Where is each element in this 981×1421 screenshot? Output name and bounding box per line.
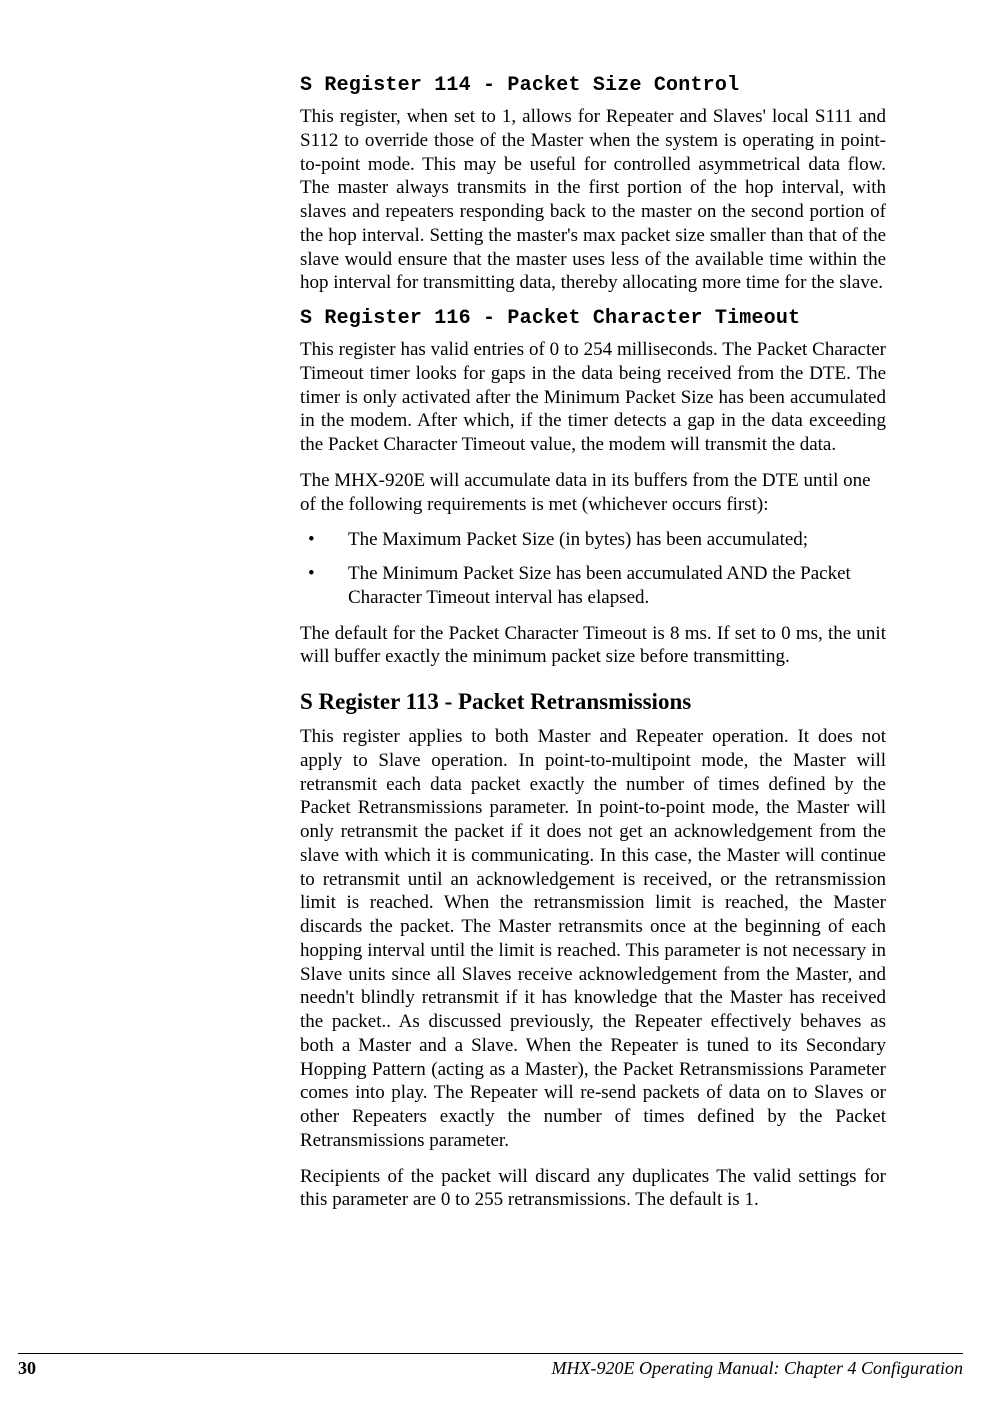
- bullet-list: The Maximum Packet Size (in bytes) has b…: [300, 528, 886, 609]
- heading-s116: S Register 116 - Packet Character Timeou…: [300, 307, 886, 330]
- heading-s113: S Register 113 - Packet Retransmissions: [300, 689, 886, 715]
- heading-s114: S Register 114 - Packet Size Control: [300, 74, 886, 97]
- paragraph-s116-a: This register has valid entries of 0 to …: [300, 338, 886, 457]
- paragraph-s114: This register, when set to 1, allows for…: [300, 105, 886, 295]
- page-number: 30: [18, 1358, 36, 1379]
- bullet-item: The Maximum Packet Size (in bytes) has b…: [300, 528, 886, 552]
- paragraph-s113-a: This register applies to both Master and…: [300, 725, 886, 1153]
- page-footer: 30 MHX-920E Operating Manual: Chapter 4 …: [18, 1353, 963, 1379]
- footer-title: MHX-920E Operating Manual: Chapter 4 Con…: [552, 1358, 963, 1379]
- paragraph-s116-b: The MHX-920E will accumulate data in its…: [300, 469, 886, 517]
- bullet-item: The Minimum Packet Size has been accumul…: [300, 562, 886, 610]
- paragraph-s116-c: The default for the Packet Character Tim…: [300, 622, 886, 670]
- page-container: S Register 114 - Packet Size Control Thi…: [0, 0, 981, 1421]
- paragraph-s113-b: Recipients of the packet will discard an…: [300, 1165, 886, 1213]
